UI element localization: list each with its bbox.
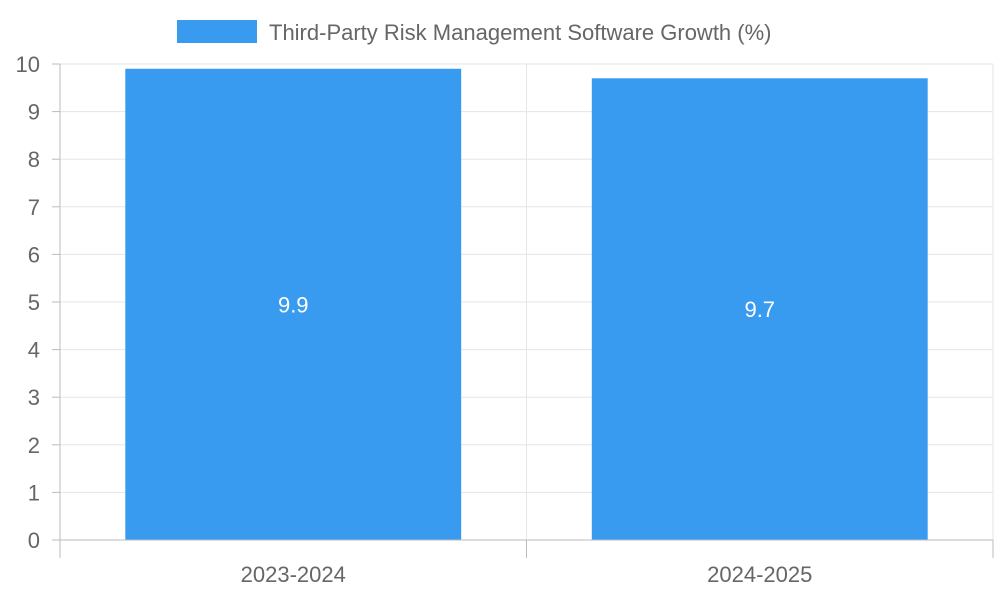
x-axis-ticks: 2023-2024 2024-2025 bbox=[59, 540, 994, 587]
y-tick-label: 4 bbox=[28, 338, 40, 363]
legend-swatch[interactable] bbox=[177, 20, 257, 43]
y-tick-label: 0 bbox=[28, 528, 40, 553]
data-labels: 9.9 9.7 bbox=[278, 292, 775, 322]
bar-value-label: 9.9 bbox=[278, 292, 309, 317]
y-axis-ticks: 0 1 2 3 4 5 6 7 8 9 10 bbox=[16, 52, 60, 553]
legend[interactable]: Third-Party Risk Management Software Gro… bbox=[177, 20, 772, 45]
legend-label[interactable]: Third-Party Risk Management Software Gro… bbox=[269, 20, 772, 45]
bar-value-label: 9.7 bbox=[744, 297, 775, 322]
y-tick-label: 7 bbox=[28, 195, 40, 220]
bars bbox=[125, 68, 928, 540]
y-tick-label: 2 bbox=[28, 433, 40, 458]
bar[interactable] bbox=[591, 78, 928, 540]
y-tick-label: 5 bbox=[28, 290, 40, 315]
y-tick-label: 8 bbox=[28, 147, 40, 172]
y-tick-label: 6 bbox=[28, 242, 40, 267]
y-tick-label: 3 bbox=[28, 385, 40, 410]
y-tick-label: 10 bbox=[16, 52, 40, 77]
bar[interactable] bbox=[125, 68, 462, 540]
x-tick-label: 2023-2024 bbox=[241, 562, 346, 587]
x-tick-label: 2024-2025 bbox=[707, 562, 812, 587]
y-tick-label: 1 bbox=[28, 480, 40, 505]
y-tick-label: 9 bbox=[28, 100, 40, 125]
